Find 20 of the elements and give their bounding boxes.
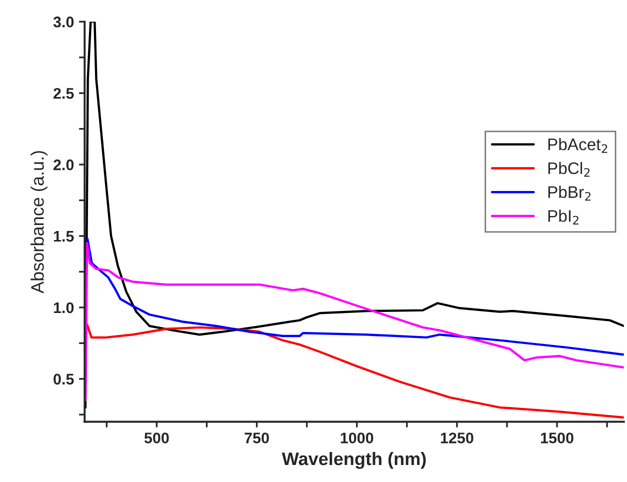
x-axis-title: Wavelength (nm) (282, 452, 426, 469)
y-tick-label: 1.0 (54, 302, 74, 314)
line-series (86, 323, 624, 419)
line-series (84, 242, 624, 402)
y-tick-label: 2.0 (54, 159, 74, 170)
x-tick-label: 1500 (540, 432, 574, 444)
x-tick-label: 1250 (440, 432, 474, 444)
line-series (86, 238, 624, 356)
x-tick-label: 500 (144, 432, 169, 444)
y-tick-label: 0.5 (54, 374, 74, 385)
y-tick-label: 1.5 (54, 231, 74, 242)
y-tick-label: 2.5 (54, 88, 74, 99)
y-tick-label: 3.0 (53, 16, 74, 28)
legend-label: PbAcet$_{2}$ (548, 138, 608, 153)
legend-label: PbI$_{2}$ (548, 210, 578, 224)
x-tick-label: 750 (244, 432, 269, 444)
legend-label: PbCl$_{2}$ (548, 162, 590, 177)
y-axis-title: Absorbance (a.u.) (30, 151, 48, 294)
x-tick-label: 1000 (340, 432, 374, 444)
legend-label: PbBr$_{2}$ (548, 186, 590, 201)
